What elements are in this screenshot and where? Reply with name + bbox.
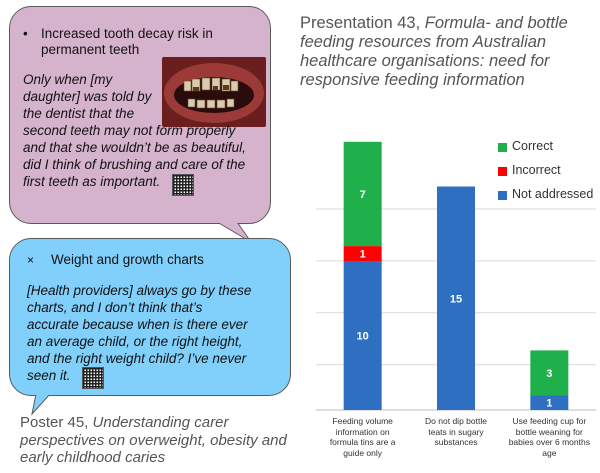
category-label-3: Use feeding cup for bottle weaning for bab…: [508, 416, 590, 458]
data-label: 15: [450, 293, 462, 305]
legend-swatch-correct: [498, 143, 507, 152]
quote-2-line-3: accurate because when is there ever: [27, 317, 248, 332]
presentation-prefix: Presentation 43,: [300, 14, 425, 32]
poster-title-line-1: Understanding carer: [92, 414, 229, 431]
data-label: 3: [546, 368, 552, 380]
poster-prefix: Poster 45,: [20, 414, 93, 431]
presentation-title: Presentation 43, Formula- and bottle fee…: [300, 14, 595, 90]
quote-bubble-growth-charts: [9, 238, 291, 396]
bullet-text-weight: Weight and growth charts: [51, 252, 204, 267]
quote-2-line-2: charts, and I don’t think that’s: [27, 300, 203, 315]
decayed-teeth-photo: [162, 57, 266, 127]
poster-title-line-3: early childhood caries: [20, 449, 166, 466]
data-label: 1: [360, 249, 366, 261]
bubble-tail-2: [31, 394, 52, 416]
bullet-dot: •: [23, 26, 28, 41]
quote-1-line-3: the dentist that the: [23, 106, 135, 121]
qr-code-icon[interactable]: [172, 174, 194, 196]
bar-not-addressed-1: [343, 261, 382, 410]
presentation-title-line-4: responsive feeding information: [300, 71, 525, 89]
quote-1-line-1: Only when [my: [23, 72, 113, 87]
category-label-1: Feeding volume information on formula tins…: [329, 416, 396, 458]
category-label-2: Do not dip bottle teats in sugary substanc…: [425, 416, 487, 447]
bar-correct-1: [343, 141, 382, 247]
quote-1-line-4: second teeth may not form properly: [23, 123, 236, 138]
presentation-title-line-1: Formula- and bottle: [424, 14, 568, 32]
legend-swatch-not-addressed: [498, 191, 507, 200]
data-label: 7: [360, 189, 366, 201]
quote-1-line-6: did I think of brushing and care of the: [23, 157, 246, 172]
presentation-title-line-3: healthcare organisations: need for: [300, 52, 550, 70]
legend-label-correct: Correct: [512, 139, 553, 153]
legend-label-not-addressed: Not addressed: [512, 187, 594, 201]
quote-1-line-2: daughter] was told by: [23, 89, 152, 104]
bar-not-addressed-3: [530, 395, 569, 410]
quote-2-line-5: and the right weight child? I’ve never: [27, 351, 247, 366]
bullet-cross: ×: [27, 253, 35, 267]
qr-code-icon[interactable]: [82, 367, 104, 389]
poster-title: Poster 45, Understanding carer perspecti…: [20, 414, 310, 467]
bar-correct-3: [530, 350, 569, 396]
presentation-title-line-2: feeding resources from Australian: [300, 33, 547, 51]
poster-title-line-2: perspectives on overweight, obesity and: [20, 431, 287, 449]
legend-label-incorrect: Incorrect: [512, 163, 561, 177]
legend-swatch-incorrect: [498, 167, 507, 176]
bar-not-addressed-2: [437, 186, 475, 410]
data-label: 10: [357, 331, 369, 343]
bubble-tail-1: [215, 222, 252, 243]
quote-2-line-1: [Health providers] always go by these: [27, 283, 252, 298]
data-label: 1: [546, 398, 552, 410]
bullet-text-line-1: Increased tooth decay risk in: [41, 26, 213, 41]
quote-2-line-6: seen it.: [27, 368, 71, 383]
bar-incorrect-1: [343, 246, 382, 261]
quote-2-line-4: an average child, or the right height,: [27, 334, 243, 349]
bullet-text-line-2: permanent teeth: [41, 42, 140, 57]
quote-1-line-5: and that she wouldn’t be as beautiful,: [23, 140, 246, 155]
quote-1-line-7: first teeth as important.: [23, 174, 161, 189]
